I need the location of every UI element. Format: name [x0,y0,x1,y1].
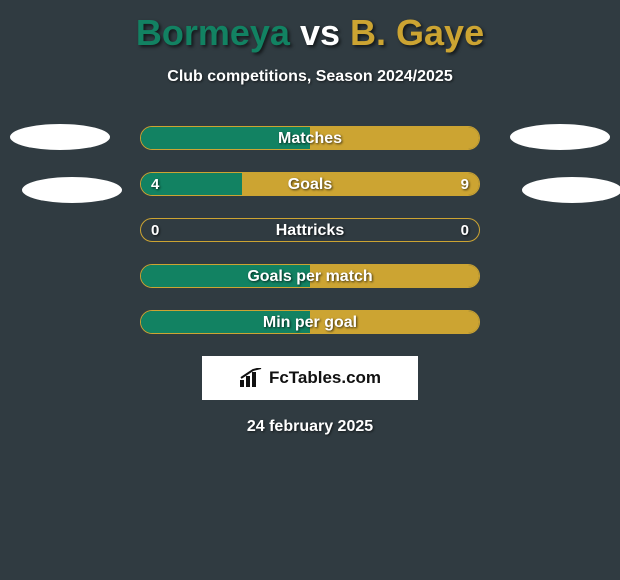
player1-name: Bormeya [136,12,290,53]
subtitle: Club competitions, Season 2024/2025 [0,68,620,86]
bar-label: Goals per match [141,265,479,287]
chart-icon [239,368,263,388]
stat-bar-row: Matches [140,126,480,150]
bar-label: Matches [141,127,479,149]
bar-value-left: 0 [151,219,159,242]
decorative-ellipse [22,177,122,203]
stat-bar-row: Min per goal [140,310,480,334]
decorative-ellipse [522,177,620,203]
stat-bar-row: Goals per match [140,264,480,288]
bar-label: Min per goal [141,311,479,333]
date-label: 24 february 2025 [0,418,620,436]
player2-name: B. Gaye [350,12,484,53]
logo-box: FcTables.com [202,356,418,400]
stat-bars-container: Matches Goals4 9 Hattricks0 0 Goals per match… [140,126,480,334]
bar-label: Hattricks [141,219,479,241]
stat-bar-row: Goals4 9 [140,172,480,196]
bar-value-right: 0 [461,219,469,242]
bar-value-right: 9 [461,173,469,196]
vs-text: vs [300,12,340,53]
comparison-title: Bormeya vs B. Gaye [0,0,620,54]
decorative-ellipse [510,124,610,150]
bar-value-left: 4 [151,173,159,196]
decorative-ellipse [10,124,110,150]
bar-label: Goals [141,173,479,195]
logo-text: FcTables.com [269,368,381,388]
stat-bar-row: Hattricks0 0 [140,218,480,242]
